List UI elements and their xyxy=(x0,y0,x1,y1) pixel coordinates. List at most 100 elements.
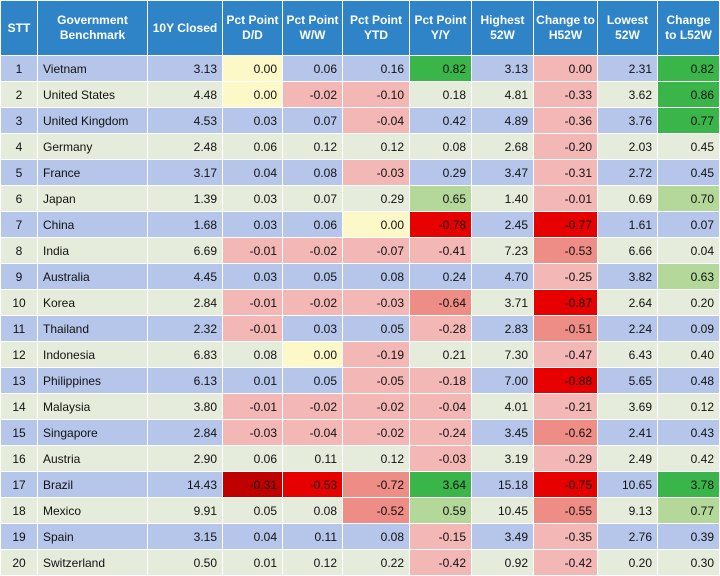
cell-highest-52w: 7.00 xyxy=(471,367,534,394)
cell-stt: 20 xyxy=(0,549,38,576)
cell-highest-52w: 3.71 xyxy=(471,289,534,316)
table-row[interactable]: 9 Australia 4.45 0.03 0.05 0.08 0.24 4.70 -0.25 3… xyxy=(0,263,720,290)
header-pct-point-ytd[interactable]: Pct Point YTD xyxy=(342,0,410,56)
cell-ytd: -0.10 xyxy=(342,81,410,108)
cell-dd: 0.06 xyxy=(222,445,283,472)
cell-closed-10y: 6.13 xyxy=(147,367,223,394)
table-row[interactable]: 19 Spain 3.15 0.04 0.11 0.08 -0.15 3.49 -0.35 2.7… xyxy=(0,523,720,550)
table-row[interactable]: 4 Germany 2.48 0.06 0.12 0.12 0.08 2.68 -0.20 2.0… xyxy=(0,133,720,160)
cell-yy: -0.64 xyxy=(409,289,472,316)
header-10y-closed[interactable]: 10Y Closed xyxy=(147,0,223,56)
table-row[interactable]: 8 India 6.69 -0.01 -0.02 -0.07 -0.41 7.23 -0.53 6… xyxy=(0,237,720,264)
cell-change-h52w: -0.75 xyxy=(533,471,598,498)
cell-lowest-52w: 0.20 xyxy=(597,549,658,576)
table-row[interactable]: 6 Japan 1.39 0.03 0.07 0.29 0.65 1.40 -0.01 0.69 0… xyxy=(0,185,720,212)
cell-change-l52w: 0.45 xyxy=(657,159,720,186)
cell-ww: 0.08 xyxy=(282,159,343,186)
cell-change-h52w: -0.36 xyxy=(533,107,598,134)
header-stt[interactable]: STT xyxy=(0,0,38,56)
cell-yy: -0.28 xyxy=(409,315,472,342)
cell-stt: 15 xyxy=(0,419,38,446)
cell-yy: 0.24 xyxy=(409,263,472,290)
cell-lowest-52w: 2.31 xyxy=(597,55,658,82)
cell-lowest-52w: 9.13 xyxy=(597,497,658,524)
cell-ww: 0.12 xyxy=(282,549,343,576)
table-row[interactable]: 18 Mexico 9.91 0.05 0.08 -0.52 0.59 10.45 -0.55 9… xyxy=(0,497,720,524)
cell-country: Australia xyxy=(37,263,148,290)
cell-closed-10y: 6.83 xyxy=(147,341,223,368)
cell-country: Philippines xyxy=(37,367,148,394)
table-row[interactable]: 10 Korea 2.84 -0.01 -0.02 -0.03 -0.64 3.71 -0.87… xyxy=(0,289,720,316)
cell-lowest-52w: 1.61 xyxy=(597,211,658,238)
cell-highest-52w: 3.45 xyxy=(471,419,534,446)
cell-ytd: 0.16 xyxy=(342,55,410,82)
table-row[interactable]: 1 Vietnam 3.13 0.00 0.06 0.16 0.82 3.13 0.00 2.31… xyxy=(0,55,720,82)
table-row[interactable]: 2 United States 4.48 0.00 -0.02 -0.10 0.18 4.81… xyxy=(0,81,720,108)
header-pct-point-yy[interactable]: Pct Point Y/Y xyxy=(409,0,472,56)
cell-highest-52w: 2.68 xyxy=(471,133,534,160)
cell-closed-10y: 2.84 xyxy=(147,289,223,316)
header-change-to-l52w[interactable]: Change to L52W xyxy=(657,0,720,56)
header-pct-point-dd[interactable]: Pct Point D/D xyxy=(222,0,283,56)
cell-country: Spain xyxy=(37,523,148,550)
cell-dd: 0.04 xyxy=(222,159,283,186)
cell-dd: -0.03 xyxy=(222,419,283,446)
cell-ytd: -0.03 xyxy=(342,289,410,316)
cell-lowest-52w: 2.49 xyxy=(597,445,658,472)
cell-change-h52w: -0.51 xyxy=(533,315,598,342)
cell-stt: 6 xyxy=(0,185,38,212)
header-highest-52w[interactable]: Highest 52W xyxy=(471,0,534,56)
table-body: 1 Vietnam 3.13 0.00 0.06 0.16 0.82 3.13 0.00 2.31… xyxy=(0,55,720,576)
cell-change-h52w: -0.25 xyxy=(533,263,598,290)
cell-change-l52w: 0.82 xyxy=(657,55,720,82)
cell-stt: 10 xyxy=(0,289,38,316)
table-row[interactable]: 11 Thailand 2.32 -0.01 0.03 0.05 -0.28 2.83 -0.5… xyxy=(0,315,720,342)
table-row[interactable]: 12 Indonesia 6.83 0.08 0.00 -0.19 0.21 7.30 -0.4… xyxy=(0,341,720,368)
cell-ww: -0.53 xyxy=(282,471,343,498)
cell-ww: 0.00 xyxy=(282,341,343,368)
cell-stt: 12 xyxy=(0,341,38,368)
cell-country: United Kingdom xyxy=(37,107,148,134)
table-row[interactable]: 5 France 3.17 0.04 0.08 -0.03 0.29 3.47 -0.31 2.7… xyxy=(0,159,720,186)
cell-lowest-52w: 2.03 xyxy=(597,133,658,160)
table-row[interactable]: 7 China 1.68 0.03 0.06 0.00 -0.78 2.45 -0.77 1.61… xyxy=(0,211,720,238)
cell-dd: -0.31 xyxy=(222,471,283,498)
cell-lowest-52w: 2.76 xyxy=(597,523,658,550)
header-change-to-h52w[interactable]: Change to H52W xyxy=(533,0,598,56)
cell-highest-52w: 1.40 xyxy=(471,185,534,212)
cell-change-h52w: -0.87 xyxy=(533,289,598,316)
cell-change-l52w: 0.20 xyxy=(657,289,720,316)
table-row[interactable]: 20 Switzerland 0.50 0.01 0.12 0.22 -0.42 0.92 -0… xyxy=(0,549,720,576)
cell-highest-52w: 4.89 xyxy=(471,107,534,134)
cell-country: United States xyxy=(37,81,148,108)
cell-closed-10y: 3.13 xyxy=(147,55,223,82)
cell-closed-10y: 2.84 xyxy=(147,419,223,446)
cell-lowest-52w: 2.64 xyxy=(597,289,658,316)
cell-change-l52w: 0.77 xyxy=(657,497,720,524)
table-row[interactable]: 17 Brazil 14.43 -0.31 -0.53 -0.72 3.64 15.18 -0.… xyxy=(0,471,720,498)
cell-stt: 16 xyxy=(0,445,38,472)
header-lowest-52w[interactable]: Lowest 52W xyxy=(597,0,658,56)
cell-ytd: -0.52 xyxy=(342,497,410,524)
header-government-benchmark[interactable]: Government Benchmark xyxy=(37,0,148,56)
table-row[interactable]: 3 United Kingdom 4.53 0.03 0.07 -0.04 0.42 4.89… xyxy=(0,107,720,134)
table-row[interactable]: 15 Singapore 2.84 -0.03 -0.04 -0.02 -0.24 3.45-… xyxy=(0,419,720,446)
cell-yy: 0.08 xyxy=(409,133,472,160)
cell-ww: 0.06 xyxy=(282,211,343,238)
cell-ww: -0.02 xyxy=(282,289,343,316)
cell-country: Brazil xyxy=(37,471,148,498)
cell-change-h52w: -0.47 xyxy=(533,341,598,368)
cell-ww: 0.03 xyxy=(282,315,343,342)
cell-lowest-52w: 6.66 xyxy=(597,237,658,264)
cell-yy: 0.82 xyxy=(409,55,472,82)
table-row[interactable]: 14 Malaysia 3.80 -0.01 -0.02 -0.02 -0.04 4.01 -0… xyxy=(0,393,720,420)
cell-ww: 0.07 xyxy=(282,107,343,134)
cell-change-l52w: 0.07 xyxy=(657,211,720,238)
header-pct-point-ww[interactable]: Pct Point W/W xyxy=(282,0,343,56)
cell-ww: 0.08 xyxy=(282,497,343,524)
cell-lowest-52w: 0.69 xyxy=(597,185,658,212)
cell-change-l52w: 0.77 xyxy=(657,107,720,134)
cell-country: Korea xyxy=(37,289,148,316)
table-row[interactable]: 13 Philippines 6.13 0.01 0.05 -0.05 -0.18 7.00-… xyxy=(0,367,720,394)
table-row[interactable]: 16 Austria 2.90 0.06 0.11 0.12 -0.03 3.19 -0.29 2… xyxy=(0,445,720,472)
